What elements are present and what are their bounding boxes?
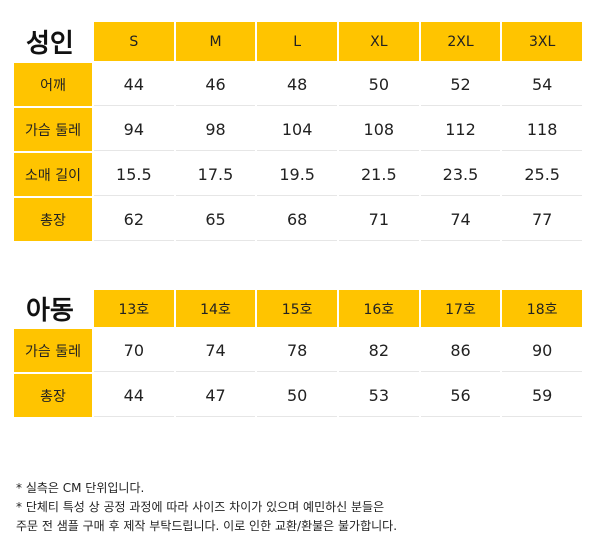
kids-size-table: 아동 13호 14호 15호 16호 17호 18호 가슴 둘레 70 74 7… [14, 290, 582, 417]
row-label-length: 총장 [14, 374, 92, 417]
size-header-m: M [175, 22, 256, 61]
table-cell: 78 [257, 329, 337, 372]
table-cell: 15.5 [94, 153, 174, 196]
table-cell: 108 [338, 108, 419, 151]
table-cell: 70 [94, 329, 174, 372]
note-unit: * 실측은 CM 단위입니다. [16, 481, 145, 495]
size-header-s: S [94, 22, 174, 61]
table-cell: 104 [257, 108, 337, 151]
table-cell: 90 [502, 329, 582, 372]
row-label-shoulder: 어깨 [14, 63, 92, 106]
size-header-xl: XL [338, 22, 419, 61]
table-cell: 68 [257, 198, 337, 241]
size-header-14: 14호 [175, 290, 256, 327]
size-header-18: 18호 [502, 290, 582, 327]
table-cell: 19.5 [257, 153, 337, 196]
table-cell: 52 [420, 63, 501, 106]
table-cell: 23.5 [420, 153, 501, 196]
table-cell: 25.5 [502, 153, 582, 196]
table-cell: 77 [502, 198, 582, 241]
row-label-sleeve: 소매 길이 [14, 153, 92, 196]
adult-size-table: 성인 S M L XL 2XL 3XL 어깨 44 46 48 50 52 54… [14, 22, 582, 241]
note-disclaimer-cont: 주문 전 샘플 구매 후 제작 부탁드립니다. 이로 인한 교환/환불은 불가합… [16, 519, 398, 533]
row-label-chest: 가슴 둘레 [14, 329, 92, 372]
table-cell: 56 [420, 374, 501, 417]
table-cell: 74 [420, 198, 501, 241]
table-cell: 17.5 [175, 153, 256, 196]
table-cell: 98 [175, 108, 256, 151]
size-header-15: 15호 [257, 290, 337, 327]
table-cell: 54 [502, 63, 582, 106]
table-cell: 71 [338, 198, 419, 241]
size-header-3xl: 3XL [502, 22, 582, 61]
size-header-16: 16호 [338, 290, 419, 327]
size-header-l: L [257, 22, 337, 61]
table-cell: 50 [338, 63, 419, 106]
adult-table-title: 성인 [14, 22, 92, 61]
table-cell: 50 [257, 374, 337, 417]
table-cell: 82 [338, 329, 419, 372]
table-cell: 21.5 [338, 153, 419, 196]
table-cell: 48 [257, 63, 337, 106]
kids-table-title: 아동 [14, 290, 92, 327]
table-cell: 46 [175, 63, 256, 106]
size-header-17: 17호 [420, 290, 501, 327]
table-cell: 59 [502, 374, 582, 417]
note-disclaimer: * 단체티 특성 상 공정 과정에 따라 사이즈 차이가 있으며 예민하신 분들… [16, 500, 385, 514]
table-cell: 44 [94, 374, 174, 417]
table-cell: 53 [338, 374, 419, 417]
table-cell: 65 [175, 198, 256, 241]
table-cell: 44 [94, 63, 174, 106]
table-cell: 94 [94, 108, 174, 151]
table-cell: 47 [175, 374, 256, 417]
table-cell: 86 [420, 329, 501, 372]
size-header-2xl: 2XL [420, 22, 501, 61]
table-cell: 74 [175, 329, 256, 372]
size-notes: * 실측은 CM 단위입니다. * 단체티 특성 상 공정 과정에 따라 사이즈… [16, 479, 397, 536]
row-label-chest: 가슴 둘레 [14, 108, 92, 151]
table-cell: 112 [420, 108, 501, 151]
table-cell: 62 [94, 198, 174, 241]
table-cell: 118 [502, 108, 582, 151]
row-label-length: 총장 [14, 198, 92, 241]
size-header-13: 13호 [94, 290, 174, 327]
